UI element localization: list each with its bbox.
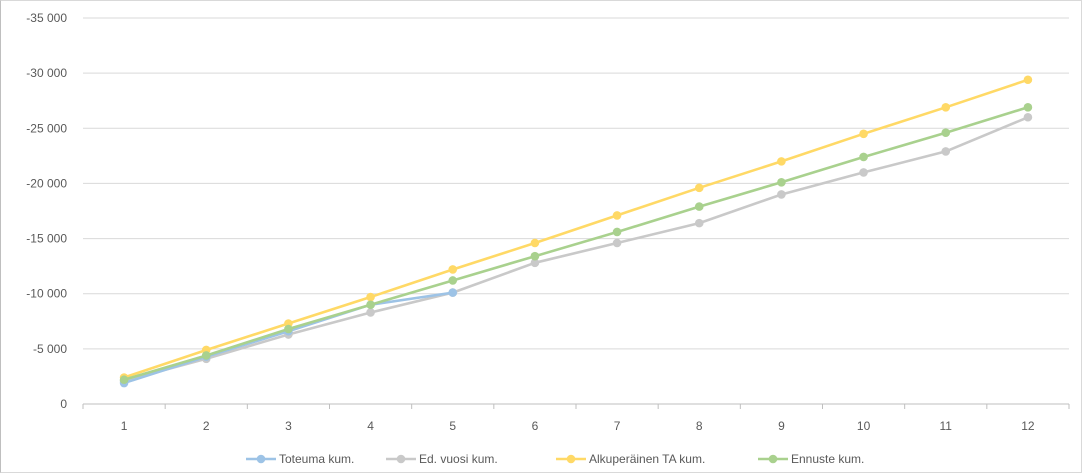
legend-swatch-marker <box>768 454 778 464</box>
data-point <box>1023 75 1033 85</box>
y-tick-label: -30 000 <box>26 66 67 80</box>
x-tick-label: 12 <box>1021 419 1035 433</box>
gridlines <box>83 17 1069 350</box>
legend-label: Ed. vuosi kum. <box>419 452 498 466</box>
series-line <box>122 106 1030 382</box>
series-line <box>122 116 1030 383</box>
y-tick-label: -25 000 <box>26 121 67 135</box>
data-point <box>777 190 786 199</box>
data-point <box>777 178 786 187</box>
data-point <box>694 202 704 211</box>
legend-item: Ennuste kum. <box>758 452 864 466</box>
legend-label: Toteuma kum. <box>279 452 354 466</box>
series-2 <box>119 75 1033 382</box>
series-3 <box>119 103 1033 385</box>
x-tick-label: 1 <box>121 419 128 433</box>
series-1 <box>119 112 1033 386</box>
y-tick-label: -20 000 <box>26 176 67 190</box>
data-point <box>777 157 786 166</box>
data-point <box>119 375 129 385</box>
x-tick-label: 5 <box>449 419 456 433</box>
data-point <box>448 276 458 285</box>
y-tick-label: -5 000 <box>33 342 67 356</box>
x-tick-label: 2 <box>203 419 210 433</box>
x-tick-label: 11 <box>940 419 953 433</box>
legend-item: Alkuperäinen TA kum. <box>556 452 705 466</box>
x-tick-label: 8 <box>696 419 703 433</box>
series-group <box>119 75 1033 388</box>
data-point <box>612 211 622 220</box>
legend-item: Toteuma kum. <box>246 452 354 466</box>
data-point <box>284 324 293 334</box>
data-point <box>366 292 375 302</box>
legend-swatch-marker <box>256 454 266 464</box>
data-point <box>612 227 622 237</box>
data-point <box>448 288 458 297</box>
data-point <box>201 351 211 360</box>
legend-label: Ennuste kum. <box>791 452 864 466</box>
y-tick-label: -10 000 <box>26 287 67 301</box>
data-point <box>941 147 951 156</box>
data-point <box>859 152 868 162</box>
data-point <box>1023 103 1033 112</box>
legend-swatch-marker <box>396 454 406 464</box>
data-point <box>612 238 622 248</box>
legend-label: Alkuperäinen TA kum. <box>589 452 705 466</box>
data-point <box>1023 112 1033 122</box>
y-tick-label: 0 <box>60 397 67 411</box>
x-tick-label: 6 <box>532 419 539 433</box>
data-point <box>941 103 951 112</box>
y-tick-label: -35 000 <box>26 11 67 25</box>
x-tick-label: 10 <box>857 419 871 433</box>
data-point <box>530 238 540 248</box>
data-point <box>530 251 540 261</box>
x-tick-label: 7 <box>614 419 621 433</box>
data-point <box>530 258 540 268</box>
x-tick-label: 3 <box>285 419 292 433</box>
data-point <box>694 183 704 193</box>
data-point <box>694 218 704 228</box>
x-axis-ticks: 1 2 3 4 5 6 7 8 9 10 11 12 <box>82 404 1070 433</box>
y-tick-label: -15 000 <box>26 232 67 246</box>
data-point <box>366 300 375 310</box>
data-point <box>941 128 951 137</box>
data-point <box>859 168 868 177</box>
x-tick-label: 4 <box>367 419 374 433</box>
data-point <box>366 308 375 317</box>
series-line <box>122 78 1030 379</box>
legend-swatch-marker <box>566 454 576 464</box>
legend: Toteuma kum. Ed. vuosi kum. Alkuperäinen T… <box>246 452 864 466</box>
legend-item: Ed. vuosi kum. <box>386 452 498 466</box>
y-axis: 0 -5 000 -10 000 -15 000 -20 000 -25 000 -30 0… <box>26 11 67 411</box>
data-point <box>859 129 868 139</box>
data-point <box>448 265 458 274</box>
x-tick-label: 9 <box>778 419 785 433</box>
